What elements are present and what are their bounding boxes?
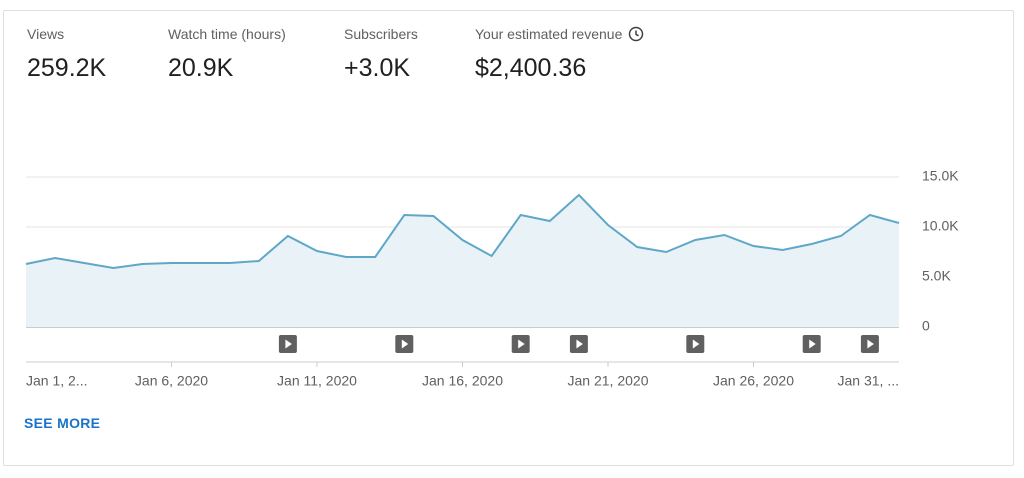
x-tick-label: Jan 11, 2020 <box>277 373 357 389</box>
video-marker[interactable] <box>511 335 530 353</box>
metric-value: +3.0K <box>344 54 411 82</box>
video-marker[interactable] <box>686 335 705 353</box>
metric[interactable]: Watch time (hours) 20.9K <box>168 26 286 83</box>
video-marker-play <box>867 339 874 349</box>
y-tick-label: 0 <box>922 318 930 334</box>
x-tick-label: Jan 6, 2020 <box>135 373 208 389</box>
video-marker[interactable] <box>569 335 588 353</box>
metric[interactable]: Views 259.2K <box>27 26 106 83</box>
area <box>26 195 899 327</box>
x-tick-label: Jan 26, 2020 <box>713 373 794 389</box>
y-tick-label: 5.0K <box>922 268 951 284</box>
metric-label: Views <box>27 26 65 42</box>
metric-value: 259.2K <box>27 54 107 82</box>
metric-label-text: Your estimated revenue <box>475 26 623 42</box>
analytics-card <box>3 10 1014 466</box>
x-tick-label: Jan 21, 2020 <box>568 373 649 389</box>
metric-label: Watch time (hours) <box>168 26 286 42</box>
metric[interactable]: Your estimated revenue $2,400.36 <box>475 26 644 83</box>
video-marker[interactable] <box>395 335 414 353</box>
line <box>25 193 900 270</box>
video-marker-play <box>576 339 583 349</box>
video-marker[interactable] <box>860 335 879 353</box>
video-marker[interactable] <box>278 335 297 353</box>
y-tick-label: 15.0K <box>922 168 959 184</box>
metric-value: $2,400.36 <box>475 54 587 82</box>
metric-value: 20.9K <box>168 54 234 82</box>
y-tick-label: 10.0K <box>922 218 959 234</box>
metric[interactable]: Subscribers +3.0K <box>344 26 418 83</box>
video-marker-play <box>692 339 700 349</box>
see-more-link[interactable]: SEE MORE <box>24 415 101 431</box>
x-tick-label: Jan 1, 2... <box>26 373 87 389</box>
metric-label: Subscribers <box>344 26 418 42</box>
x-tick-label: Jan 31, ... <box>838 373 899 389</box>
video-marker-play <box>809 339 816 349</box>
video-marker-play <box>285 339 292 349</box>
video-marker-play <box>518 339 525 349</box>
video-marker-play <box>401 339 409 349</box>
x-tick-label: Jan 16, 2020 <box>422 373 503 389</box>
video-marker[interactable] <box>802 335 821 353</box>
clock-icon <box>629 26 644 42</box>
metric-label: Your estimated revenue <box>475 26 644 42</box>
